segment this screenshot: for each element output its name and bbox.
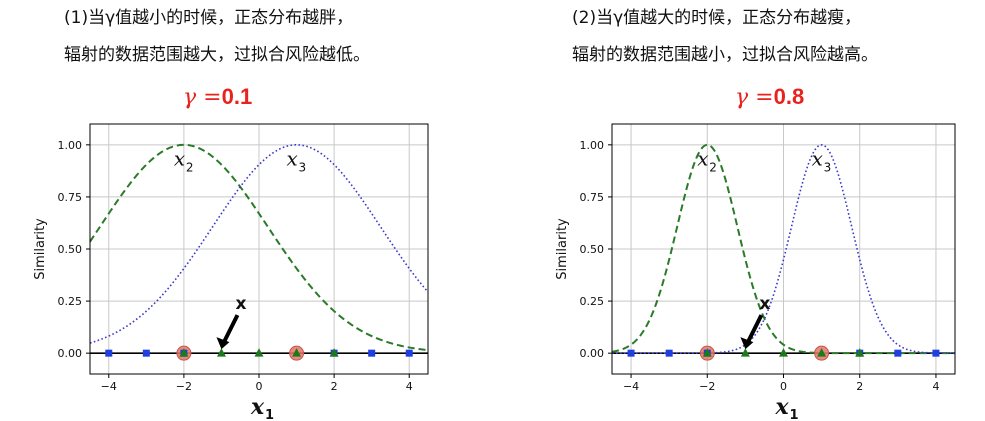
y-tick-label: 0.00 [58,347,83,360]
y-tick-label: 1.00 [580,139,605,152]
y-axis-label: Similarity [555,218,570,280]
y-axis-label: Similarity [33,218,48,280]
data-point-square [368,349,376,357]
x-axis-label-sub: 1 [265,408,274,421]
y-tick-label: 0.50 [580,243,605,256]
y-tick-label: 0.25 [580,295,605,308]
data-point-triangle [216,348,226,357]
caption-line-1: (2)当γ值越大的时候，正态分布越瘦， [572,8,862,28]
arrow-label-x: x [759,294,770,314]
x-tick-label: 2 [856,380,863,393]
arrow-head [740,337,754,350]
left-panel: (1)当γ值越小的时候，正态分布越胖， 辐射的数据范围越大，过拟合风险越低。 γ… [0,0,480,421]
curve-label-x2-sub: 2 [709,160,717,174]
data-point-square [665,349,673,357]
data-point-triangle [179,348,189,357]
y-tick-label: 0.50 [58,243,83,256]
gamma-value: 0.1 [221,84,253,109]
arrow-label-x: x [235,294,246,314]
y-tick-label: 0.75 [58,191,83,204]
data-point-square [894,349,902,357]
curve-label-x2-sub: 2 [186,160,194,174]
x-axis-label: x [250,394,265,420]
data-point-square [105,349,113,357]
data-point-square [932,349,940,357]
similarity-curve-x3 [89,144,429,344]
caption-line-2: 辐射的数据范围越大，过拟合风险越低。 [64,45,370,65]
x-tick-label: −2 [176,380,192,393]
curve-label-x2: x [174,146,185,170]
caption-line-2: 辐射的数据范围越小，过拟合风险越高。 [572,45,878,65]
data-point-triangle [329,348,339,357]
x-tick-label: 4 [406,380,413,393]
data-point-triangle [292,348,302,357]
x-axis-label: x [775,394,790,420]
x-tick-label: 4 [932,380,939,393]
arrow-shaft [222,314,240,343]
curve-label-x3: x [287,146,298,170]
data-point-triangle [702,348,712,357]
arrow-shaft [746,314,764,343]
x-tick-label: 0 [780,380,787,393]
curve-label-x2: x [697,146,708,170]
data-point-square [405,349,413,357]
data-point-square [142,349,150,357]
x-axis-label-sub: 1 [790,408,799,421]
gamma-equals: = [196,85,222,110]
similarity-curve-x2 [89,143,429,352]
y-tick-label: 0.25 [58,295,83,308]
caption-line-1: (1)当γ值越小的时候，正态分布越胖， [64,8,354,28]
gamma-symbol: γ [735,85,749,110]
grid [90,124,428,374]
y-tick-label: 1.00 [58,139,83,152]
data-point-triangle [740,348,750,357]
data-point-triangle [254,348,264,357]
x-tick-label: −4 [101,380,117,393]
gamma-equals: = [748,85,774,110]
curve-label-x3-sub: 3 [299,160,307,174]
data-point-triangle [779,348,788,357]
data-point-square [627,349,635,357]
curve-label-x3-sub: 3 [824,160,832,174]
x-tick-label: −2 [699,380,715,393]
similarity-chart-gamma-small: x 2 x 3x−4 −2 0 2 40.000.250.500.751.00Similari… [33,123,429,421]
gamma-value: 0.8 [773,84,805,109]
gamma-label: γ =0.1 [183,84,252,111]
right-panel: (2)当γ值越大的时候，正态分布越瘦， 辐射的数据范围越小，过拟合风险越高。 γ… [505,0,985,421]
x-tick-label: 2 [331,380,338,393]
curve-label-x3: x [812,146,823,170]
arrow-head [216,337,230,350]
gamma-label: γ =0.8 [735,84,804,111]
data-point-triangle [817,348,827,357]
similarity-chart-gamma-large: x 2 x 3x−4 −2 0 2 40.000.250.500.751.00Similari… [555,123,956,421]
gamma-symbol: γ [183,85,197,110]
grid [612,124,955,374]
y-tick-label: 0.75 [580,191,605,204]
y-tick-label: 0.00 [580,347,605,360]
x-tick-label: −4 [623,380,639,393]
data-point-triangle [855,348,865,357]
x-tick-label: 0 [256,380,263,393]
